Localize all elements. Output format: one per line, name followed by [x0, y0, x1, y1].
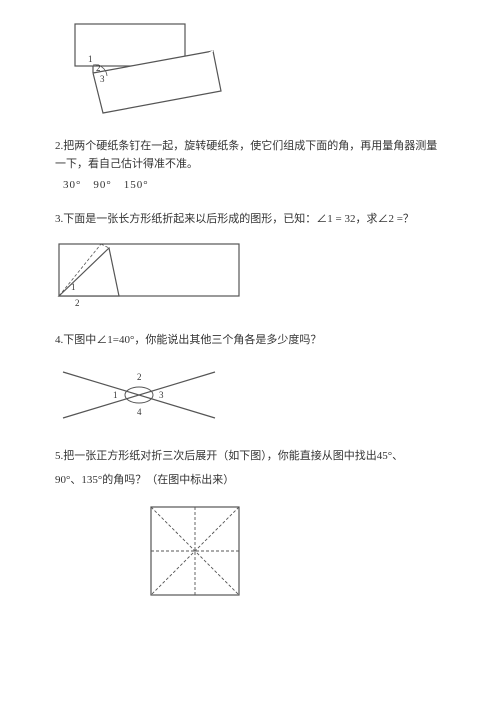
figure-intersecting-lines: 1 2 3 4 — [55, 362, 445, 428]
label-3: 3 — [100, 74, 105, 84]
question-3: 3.下面是一张长方形纸折起来以后形成的图形，已知：∠1 = 32，求∠2 =？ — [55, 211, 445, 229]
label-angle-1: 1 — [71, 282, 76, 292]
svg-fig3: 1 2 — [55, 240, 250, 312]
figure-folded-rectangle: 1 2 — [55, 240, 445, 312]
label-angle-2: 2 — [75, 298, 80, 308]
figure-folded-square — [145, 501, 445, 601]
q4-text: 4.下图中∠1=40°，你能说出其他三个角各是多少度吗？ — [55, 334, 321, 346]
svg-fig1: 1 2 3 — [55, 18, 235, 118]
q5b-text: 90°、135°的角吗？（在图中标出来） — [55, 474, 234, 486]
q3-text: 3.下面是一张长方形纸折起来以后形成的图形，已知：∠1 = 32，求∠2 =？ — [55, 213, 414, 225]
document-page: { "q2": { "text": "2.把两个硬纸条钉在一起，旋转硬纸条，使它… — [0, 0, 500, 641]
q2-text: 2.把两个硬纸条钉在一起，旋转硬纸条，使它们组成下面的角，再用量角器测量一下，看… — [55, 140, 437, 170]
svg-fig5 — [145, 501, 245, 601]
label-angle-2: 2 — [137, 372, 142, 382]
question-5-line1: 5.把一张正方形纸对折三次后展开（如下图），你能直接从图中找出45°、 — [55, 448, 445, 466]
q2-options: 30° 90° 150° — [63, 177, 445, 195]
label-1: 1 — [88, 54, 93, 64]
question-4: 4.下图中∠1=40°，你能说出其他三个角各是多少度吗？ — [55, 332, 445, 350]
svg-fig4: 1 2 3 4 — [55, 362, 225, 428]
label-2: 2 — [96, 63, 101, 73]
question-2: 2.把两个硬纸条钉在一起，旋转硬纸条，使它们组成下面的角，再用量角器测量一下，看… — [55, 138, 445, 173]
label-angle-4: 4 — [137, 407, 142, 417]
q5a-text: 5.把一张正方形纸对折三次后展开（如下图），你能直接从图中找出45°、 — [55, 450, 403, 462]
question-5-line2: 90°、135°的角吗？（在图中标出来） — [55, 472, 445, 490]
label-angle-3: 3 — [159, 390, 164, 400]
label-angle-1: 1 — [113, 390, 118, 400]
figure-overlapping-rectangles: 1 2 3 — [55, 18, 445, 118]
